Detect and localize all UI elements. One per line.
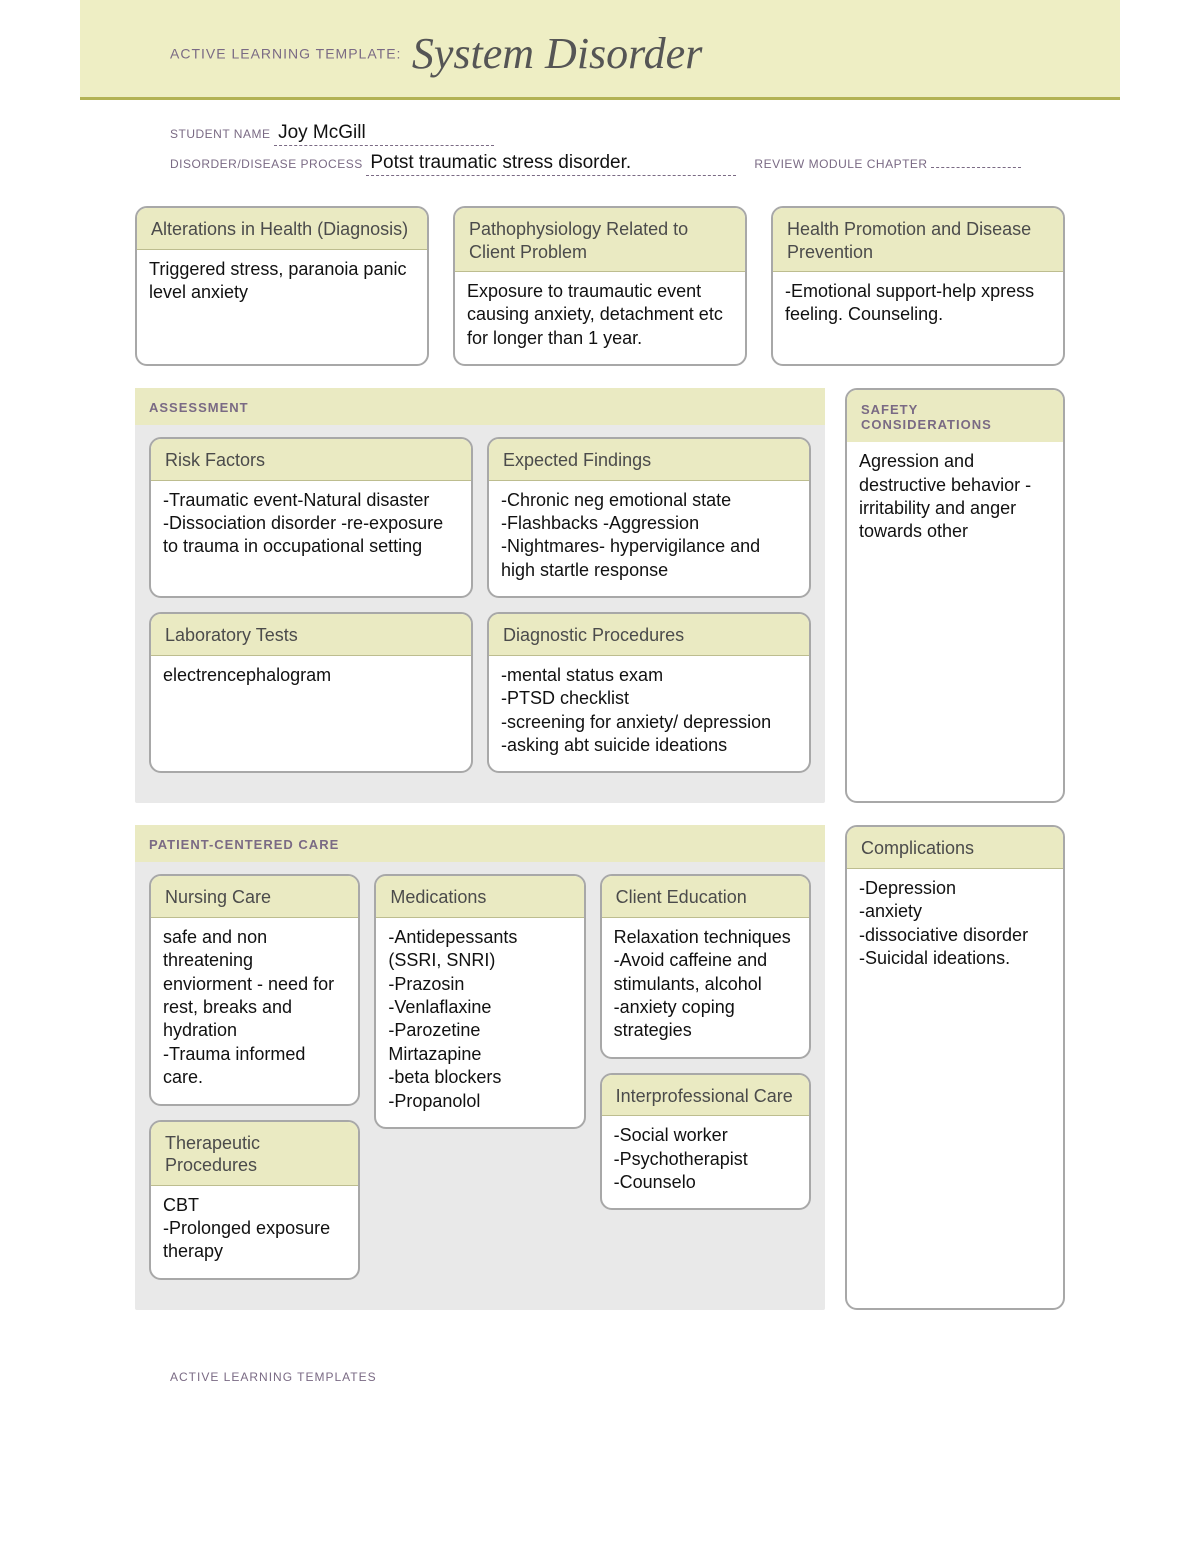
lab-title: Laboratory Tests <box>151 614 471 656</box>
header-title: System Disorder <box>412 29 702 78</box>
interprof-title: Interprofessional Care <box>602 1075 809 1117</box>
meta-block: STUDENT NAME Joy McGill DISORDER/DISEASE… <box>170 122 1030 176</box>
complications-body: -Depression -anxiety -dissociative disor… <box>847 869 1063 1308</box>
nursing-box: Nursing Care safe and non threatening en… <box>149 874 360 1105</box>
interprof-body: -Social worker -Psychotherapist -Counsel… <box>602 1116 809 1208</box>
nursing-title: Nursing Care <box>151 876 358 918</box>
lab-box: Laboratory Tests electrencephalogram <box>149 612 473 773</box>
meds-body: -Antidepessants (SSRI, SNRI) -Prazosin -… <box>376 918 583 1127</box>
promo-body: -Emotional support-help xpress feeling. … <box>773 272 1063 341</box>
care-section: PATIENT-CENTERED CARE Nursing Care safe … <box>135 825 825 1309</box>
nursing-body: safe and non threatening enviorment - ne… <box>151 918 358 1104</box>
footer: ACTIVE LEARNING TEMPLATES <box>170 1370 1030 1384</box>
therapeutic-title: Therapeutic Procedures <box>151 1122 358 1186</box>
client-ed-title: Client Education <box>602 876 809 918</box>
header-prefix: ACTIVE LEARNING TEMPLATE: <box>170 46 401 62</box>
lab-body: electrencephalogram <box>151 656 471 701</box>
therapeutic-box: Therapeutic Procedures CBT -Prolonged ex… <box>149 1120 360 1280</box>
client-ed-box: Client Education Relaxation techniques -… <box>600 874 811 1058</box>
meds-box: Medications -Antidepessants (SSRI, SNRI)… <box>374 874 585 1129</box>
expected-box: Expected Findings -Chronic neg emotional… <box>487 437 811 598</box>
assessment-section-title: ASSESSMENT <box>135 388 825 425</box>
chapter-label: REVIEW MODULE CHAPTER <box>754 157 927 171</box>
promo-title: Health Promotion and Disease Prevention <box>773 208 1063 272</box>
care-row: PATIENT-CENTERED CARE Nursing Care safe … <box>135 825 1065 1309</box>
expected-body: -Chronic neg emotional state -Flashbacks… <box>489 481 809 597</box>
complications-section: Complications -Depression -anxiety -diss… <box>845 825 1065 1309</box>
student-name-value: Joy McGill <box>274 122 494 146</box>
patho-body: Exposure to traumautic event causing anx… <box>455 272 745 364</box>
meds-title: Medications <box>376 876 583 918</box>
top-row: Alterations in Health (Diagnosis) Trigge… <box>135 206 1065 366</box>
care-section-title: PATIENT-CENTERED CARE <box>135 825 825 862</box>
risk-title: Risk Factors <box>151 439 471 481</box>
alterations-box: Alterations in Health (Diagnosis) Trigge… <box>135 206 429 366</box>
assessment-section: ASSESSMENT Risk Factors -Traumatic event… <box>135 388 825 803</box>
diag-box: Diagnostic Procedures -mental status exa… <box>487 612 811 773</box>
complications-title: Complications <box>847 827 1063 869</box>
diag-title: Diagnostic Procedures <box>489 614 809 656</box>
safety-body: Agression and destructive behavior -irri… <box>847 442 1063 801</box>
risk-body: -Traumatic event-Natural disaster -Disso… <box>151 481 471 573</box>
alterations-body: Triggered stress, paranoia panic level a… <box>137 250 427 319</box>
risk-box: Risk Factors -Traumatic event-Natural di… <box>149 437 473 598</box>
promo-box: Health Promotion and Disease Prevention … <box>771 206 1065 366</box>
process-value: Potst traumatic stress disorder. <box>366 152 736 176</box>
client-ed-body: Relaxation techniques -Avoid caffeine an… <box>602 918 809 1057</box>
chapter-value <box>931 166 1021 168</box>
process-label: DISORDER/DISEASE PROCESS <box>170 157 363 171</box>
student-name-label: STUDENT NAME <box>170 127 270 141</box>
diag-body: -mental status exam -PTSD checklist -scr… <box>489 656 809 772</box>
interprof-box: Interprofessional Care -Social worker -P… <box>600 1073 811 1211</box>
patho-box: Pathophysiology Related to Client Proble… <box>453 206 747 366</box>
assessment-row: ASSESSMENT Risk Factors -Traumatic event… <box>135 388 1065 803</box>
alterations-title: Alterations in Health (Diagnosis) <box>137 208 427 250</box>
expected-title: Expected Findings <box>489 439 809 481</box>
safety-section: SAFETY CONSIDERATIONS Agression and dest… <box>845 388 1065 803</box>
patho-title: Pathophysiology Related to Client Proble… <box>455 208 745 272</box>
safety-section-title: SAFETY CONSIDERATIONS <box>847 390 1063 442</box>
header-band: ACTIVE LEARNING TEMPLATE: System Disorde… <box>80 0 1120 100</box>
therapeutic-body: CBT -Prolonged exposure therapy <box>151 1186 358 1278</box>
